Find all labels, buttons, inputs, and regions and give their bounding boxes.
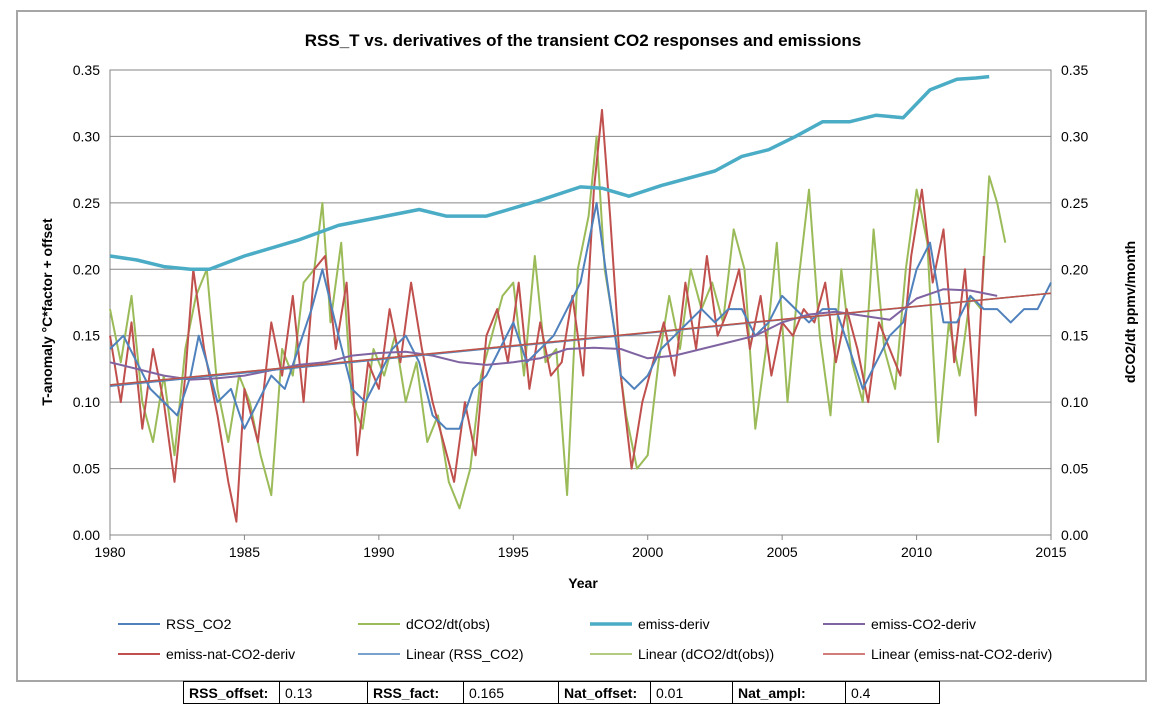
y-axis-label-right: dCO2/dt ppmv/month [1122,241,1138,383]
param-label-rss-fact: RSS_fact: [368,682,464,703]
x-tick-label: 1990 [363,544,394,560]
series-line-rss-co2 [109,201,1052,430]
series-line-emiss-nat-co2-deriv [109,108,985,523]
x-tick-label: 2005 [767,544,798,560]
legend-entry: emiss-CO2-deriv [871,616,976,632]
param-value-rss-offset[interactable]: 0.13 [280,682,368,703]
y-tick-label-right: 0.15 [1061,328,1088,344]
param-label-nat-offset: Nat_offset: [559,682,651,703]
chart-area: RSS_T vs. derivatives of the transient C… [16,10,1147,682]
y-tick-label-right: 0.10 [1061,394,1088,410]
y-tick-label-left: 0.15 [73,328,100,344]
y-tick-label-right: 0.00 [1061,527,1088,543]
x-tick-label: 1995 [498,544,529,560]
plot-area-border [109,69,1052,536]
x-tick-label: 2000 [632,544,663,560]
y-tick-label-left: 0.00 [73,527,100,543]
parameter-bar: RSS_offset: 0.13 RSS_fact: 0.165 Nat_off… [183,681,940,704]
legend-entry: Linear (emiss-nat-CO2-deriv) [871,646,1052,662]
x-axis-label: Year [568,575,598,591]
y-tick-label-left: 0.05 [73,461,100,477]
x-tick-label: 2015 [1035,544,1066,560]
legend-entry: emiss-nat-CO2-deriv [166,646,295,662]
legend-entry: dCO2/dt(obs) [406,616,490,632]
legend-entry: emiss-deriv [638,616,710,632]
legend-entry: Linear (dCO2/dt(obs)) [638,646,774,662]
y-tick-label-left: 0.25 [73,195,100,211]
series-line-linear-emiss-nat-co2-deriv [109,292,1052,386]
param-value-rss-fact[interactable]: 0.165 [464,682,559,703]
legend-entry: Linear (RSS_CO2) [406,646,524,662]
y-tick-label-left: 0.30 [73,128,100,144]
param-value-nat-offset[interactable]: 0.01 [651,682,733,703]
param-value-nat-ampl[interactable]: 0.4 [851,684,871,701]
y-axis-label-left: T-anomaly °C*factor + offset [39,218,55,406]
x-tick-label: 1980 [94,544,125,560]
y-tick-label-right: 0.20 [1061,261,1088,277]
series-line-emiss-deriv [109,74,990,272]
chart-title: RSS_T vs. derivatives of the transient C… [305,31,861,50]
x-tick-label: 1985 [229,544,260,560]
y-tick-label-right: 0.05 [1061,461,1088,477]
y-tick-label-right: 0.30 [1061,128,1088,144]
y-tick-label-right: 0.25 [1061,195,1088,211]
y-tick-label-right: 0.35 [1061,62,1088,78]
x-tick-label: 2010 [901,544,932,560]
param-label-rss-offset: RSS_offset: [184,682,280,703]
series-line-dco2-dt-obs [109,135,1007,510]
legend: RSS_CO2 dCO2/dt(obs) emiss-deriv emiss-CO2-… [118,616,1052,662]
y-tick-label-left: 0.20 [73,261,100,277]
param-label-nat-ampl: Nat_ampl: [733,682,846,703]
chart-svg: RSS_T vs. derivatives of the transient C… [39,31,1138,662]
legend-entry: RSS_CO2 [166,616,232,632]
y-tick-label-left: 0.10 [73,394,100,410]
y-tick-label-left: 0.35 [73,62,100,78]
